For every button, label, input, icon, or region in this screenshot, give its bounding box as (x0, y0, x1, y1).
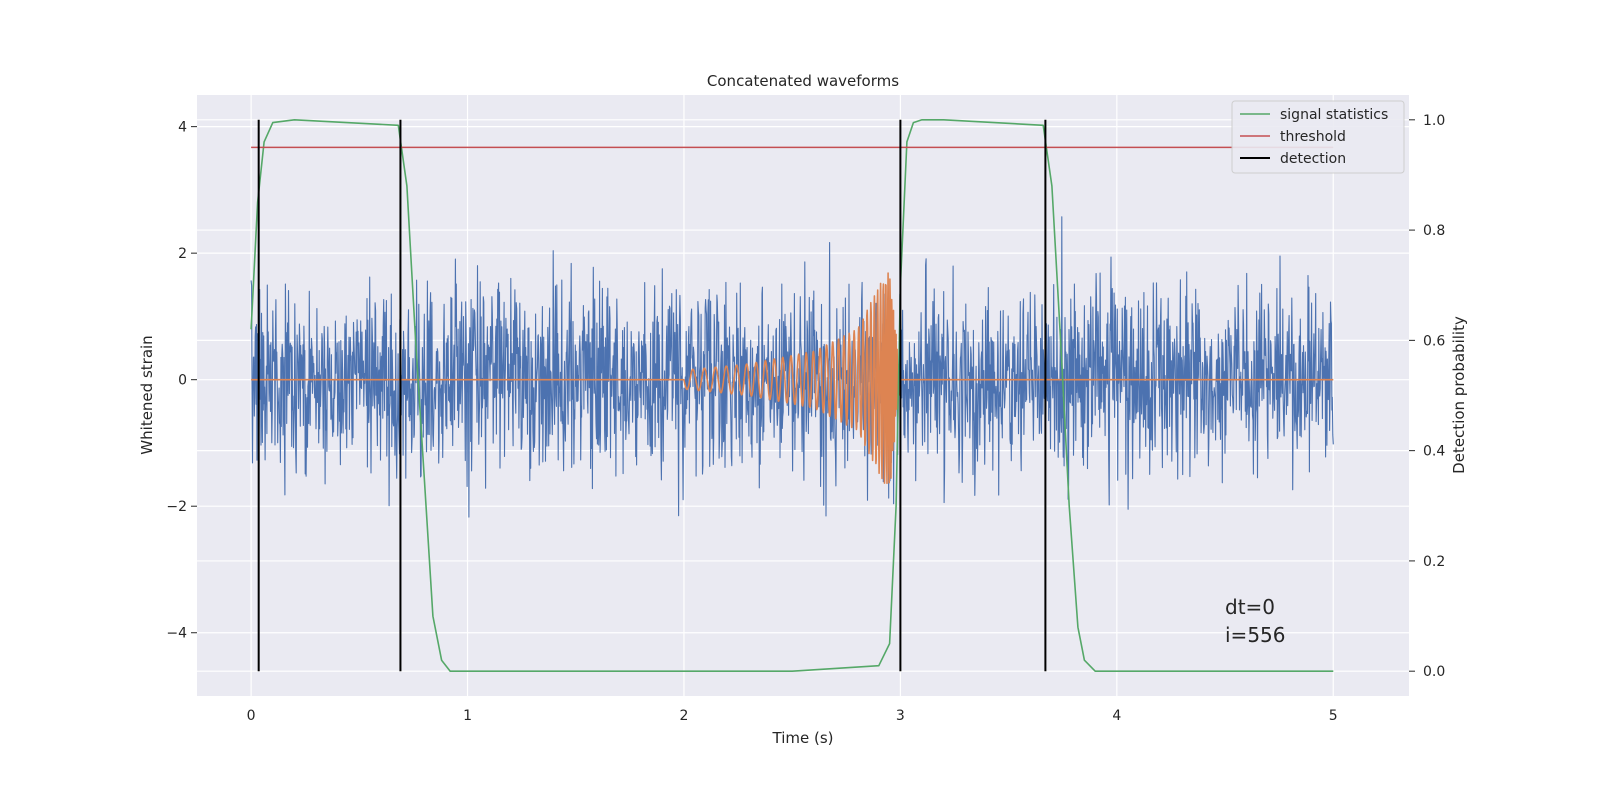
chirp-series-line (250, 272, 1334, 485)
x-axis-label: Time (s) (772, 729, 834, 747)
legend-label: detection (1280, 151, 1346, 167)
y2-tick-label: 0.6 (1423, 333, 1445, 349)
annotation-i: i=556 (1225, 623, 1286, 647)
chart-title: Concatenated waveforms (707, 72, 899, 90)
x-tick-label: 0 (247, 708, 256, 724)
noise-series-line (250, 216, 1334, 518)
signal-statistics-line (250, 119, 1334, 672)
y2-tick-label: 1.0 (1423, 113, 1445, 129)
y-tick-label: 2 (178, 246, 187, 262)
y2-tick-label: 0.4 (1423, 444, 1445, 460)
y-tick-label: 4 (178, 120, 187, 136)
legend: signal statistics threshold detection (1231, 100, 1405, 174)
y-tick-label: 0 (178, 373, 187, 389)
x-tick-label: 4 (1112, 708, 1121, 724)
legend-label: threshold (1280, 129, 1346, 145)
y2-tick-label: 0.8 (1423, 223, 1445, 239)
legend-label: signal statistics (1280, 107, 1388, 123)
y-tick-label: −4 (166, 626, 187, 642)
y-axis-label: Whitened strain (138, 335, 156, 454)
x-tick-label: 1 (463, 708, 472, 724)
annotation-dt: dt=0 (1225, 595, 1275, 619)
x-tick-label: 3 (896, 708, 905, 724)
y-tick-label: −2 (166, 499, 187, 515)
x-tick-label: 5 (1329, 708, 1338, 724)
plot-content (250, 119, 1334, 672)
ticks: 0 1 2 3 4 5 −4 −2 0 2 4 0.0 0.2 0.4 0.6 0.8 1.0 (166, 113, 1445, 724)
legend-box (1231, 100, 1405, 174)
y2-tick-label: 0.0 (1423, 664, 1445, 680)
y2-tick-label: 0.2 (1423, 554, 1445, 570)
x-tick-label: 2 (680, 708, 689, 724)
y2-axis-label: Detection probability (1450, 316, 1468, 474)
